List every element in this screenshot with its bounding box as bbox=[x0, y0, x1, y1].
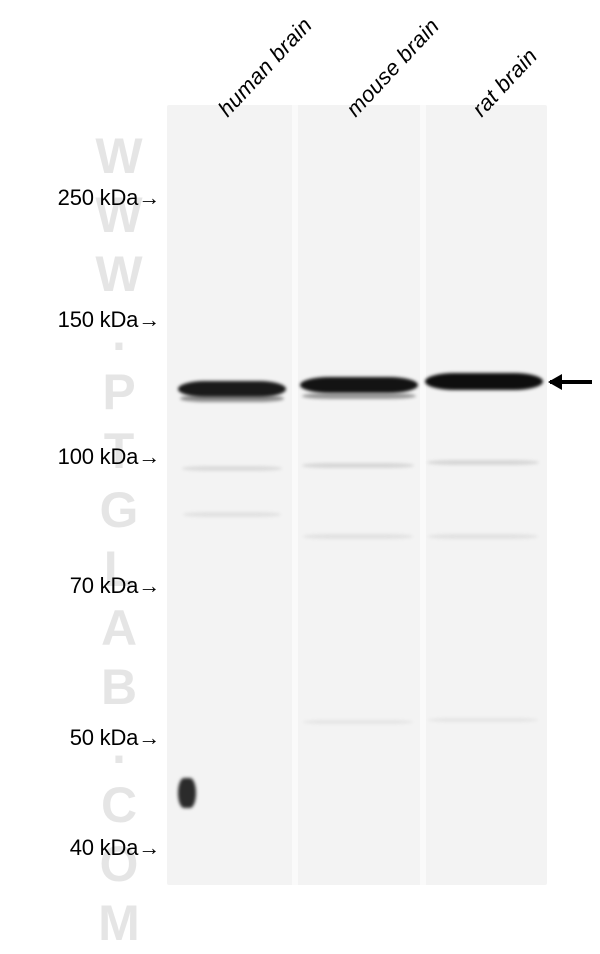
band-lane0-1 bbox=[180, 395, 284, 402]
band-lane1-11 bbox=[303, 720, 413, 724]
mw-marker-1: 150 kDa→ bbox=[10, 307, 160, 333]
band-lane1-2 bbox=[300, 377, 418, 393]
band-lane0-8 bbox=[183, 512, 281, 517]
mw-marker-2: 100 kDa→ bbox=[10, 444, 160, 470]
band-lane1-6 bbox=[302, 463, 414, 468]
membrane bbox=[167, 105, 547, 885]
band-lane1-3 bbox=[302, 393, 416, 399]
lane-gap bbox=[420, 105, 426, 885]
band-lane2-7 bbox=[427, 460, 539, 465]
lane-gap bbox=[292, 105, 298, 885]
target-arrow-icon bbox=[550, 380, 592, 384]
mw-marker-5: 40 kDa→ bbox=[10, 835, 160, 861]
mw-marker-3: 70 kDa→ bbox=[10, 573, 160, 599]
mw-marker-0: 250 kDa→ bbox=[10, 185, 160, 211]
band-lane2-4 bbox=[425, 373, 543, 390]
mw-marker-4: 50 kDa→ bbox=[10, 725, 160, 751]
band-lane2-12 bbox=[428, 718, 538, 722]
watermark: WWW.PTGLAB.COM bbox=[90, 128, 148, 954]
band-lane2-10 bbox=[428, 534, 538, 539]
artifact-smudge bbox=[178, 778, 196, 808]
band-lane1-9 bbox=[303, 534, 413, 539]
band-lane0-5 bbox=[182, 466, 282, 471]
blot-figure: WWW.PTGLAB.COM human brainmouse brainrat… bbox=[0, 0, 600, 903]
